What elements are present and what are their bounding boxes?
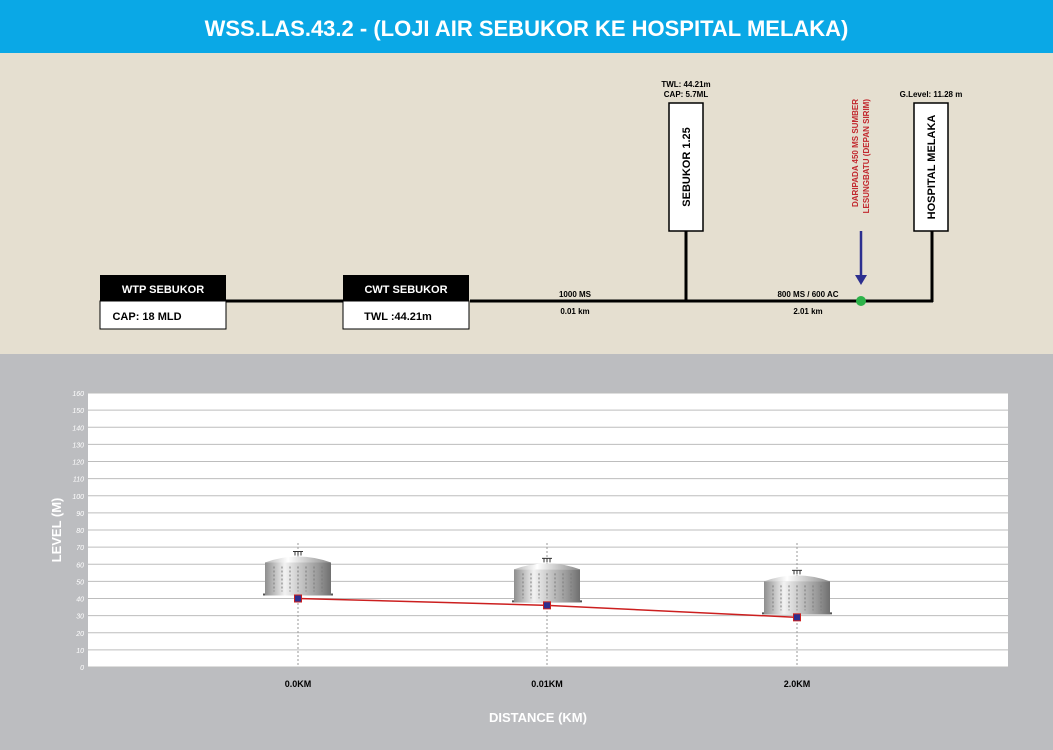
y-tick-label: 10	[76, 648, 84, 655]
hospital-glevel: G.Level: 11.28 m	[900, 90, 963, 99]
y-tick-label: 0	[80, 665, 84, 672]
y-tick-label: 100	[72, 494, 84, 501]
x-tick-label: 0.0KM	[285, 679, 312, 689]
y-tick-label: 130	[72, 442, 84, 449]
arrow-head-icon	[855, 275, 867, 285]
schematic-diagram: WTP SEBUKOR CAP: 18 MLD CWT SEBUKOR TWL …	[99, 80, 963, 330]
x-tick-label: 0.01KM	[531, 679, 563, 689]
hospital-name: HOSPITAL MELAKA	[926, 115, 938, 220]
x-axis-label: DISTANCE (KM)	[489, 710, 587, 725]
reservoir-name: SEBUKOR 1.25	[681, 127, 693, 206]
pipe1-size: 1000 MS	[559, 290, 592, 299]
data-point[interactable]	[793, 613, 801, 622]
schematic-panel: WTP SEBUKOR CAP: 18 MLD CWT SEBUKOR TWL …	[0, 53, 1053, 354]
wtp-sebukor-box[interactable]: WTP SEBUKOR CAP: 18 MLD	[99, 275, 227, 330]
y-tick-label: 160	[72, 391, 84, 398]
y-tick-label: 110	[73, 477, 84, 484]
y-tick-label: 120	[72, 460, 84, 467]
y-tick-label: 140	[72, 425, 84, 432]
y-tick-label: 90	[76, 511, 84, 518]
level-chart: 0 10 20 30 40 50 60 70 80 90 100 110 120 130 140 150 160…	[49, 391, 1008, 725]
y-tick-label: 40	[76, 597, 84, 604]
cwt-sebukor-box[interactable]: CWT SEBUKOR TWL :44.21m	[342, 275, 470, 330]
wtp-name: WTP SEBUKOR	[122, 284, 204, 296]
hospital-melaka-box[interactable]: G.Level: 11.28 m HOSPITAL MELAKA	[900, 90, 963, 232]
y-tick-label: 70	[76, 545, 84, 552]
x-tick-label: 2.0KM	[784, 679, 811, 689]
chart-panel: 0 10 20 30 40 50 60 70 80 90 100 110 120 130 140 150 160…	[0, 354, 1053, 745]
reservoir-tank-icon	[512, 557, 582, 603]
pipe2-length: 2.01 km	[793, 307, 822, 316]
y-tick-label: 50	[76, 579, 84, 586]
y-tick-label: 80	[76, 528, 84, 535]
source-line-2: LESUNGBATU (DEPAN SIRIM)	[862, 99, 871, 214]
y-tick-label: 60	[76, 562, 84, 569]
reservoir-sebukor-box[interactable]: TWL: 44.21m CAP: 5.7ML SEBUKOR 1.25	[661, 80, 711, 232]
wtp-capacity: CAP: 18 MLD	[112, 311, 181, 323]
cwt-name: CWT SEBUKOR	[364, 284, 447, 296]
cwt-twl: TWL :44.21m	[364, 311, 432, 323]
source-line-1: DARIPADA 450 MS SUMBER	[851, 99, 860, 207]
page-title: WSS.LAS.43.2 - (LOJI AIR SEBUKOR KE HOSP…	[0, 0, 1053, 53]
data-point[interactable]	[543, 601, 551, 610]
pipe1-length: 0.01 km	[560, 307, 589, 316]
source-annotation: DARIPADA 450 MS SUMBER LESUNGBATU (DEPAN…	[851, 99, 871, 306]
junction-dot-icon	[856, 296, 866, 306]
reservoir-twl: TWL: 44.21m	[661, 80, 710, 89]
y-axis-label: LEVEL (M)	[49, 498, 64, 563]
y-tick-label: 150	[72, 408, 84, 415]
data-point[interactable]	[294, 594, 302, 603]
reservoir-cap: CAP: 5.7ML	[664, 90, 709, 99]
pipe2-size: 800 MS / 600 AC	[777, 290, 838, 299]
y-tick-label: 30	[76, 614, 84, 621]
y-tick-label: 20	[75, 631, 84, 638]
